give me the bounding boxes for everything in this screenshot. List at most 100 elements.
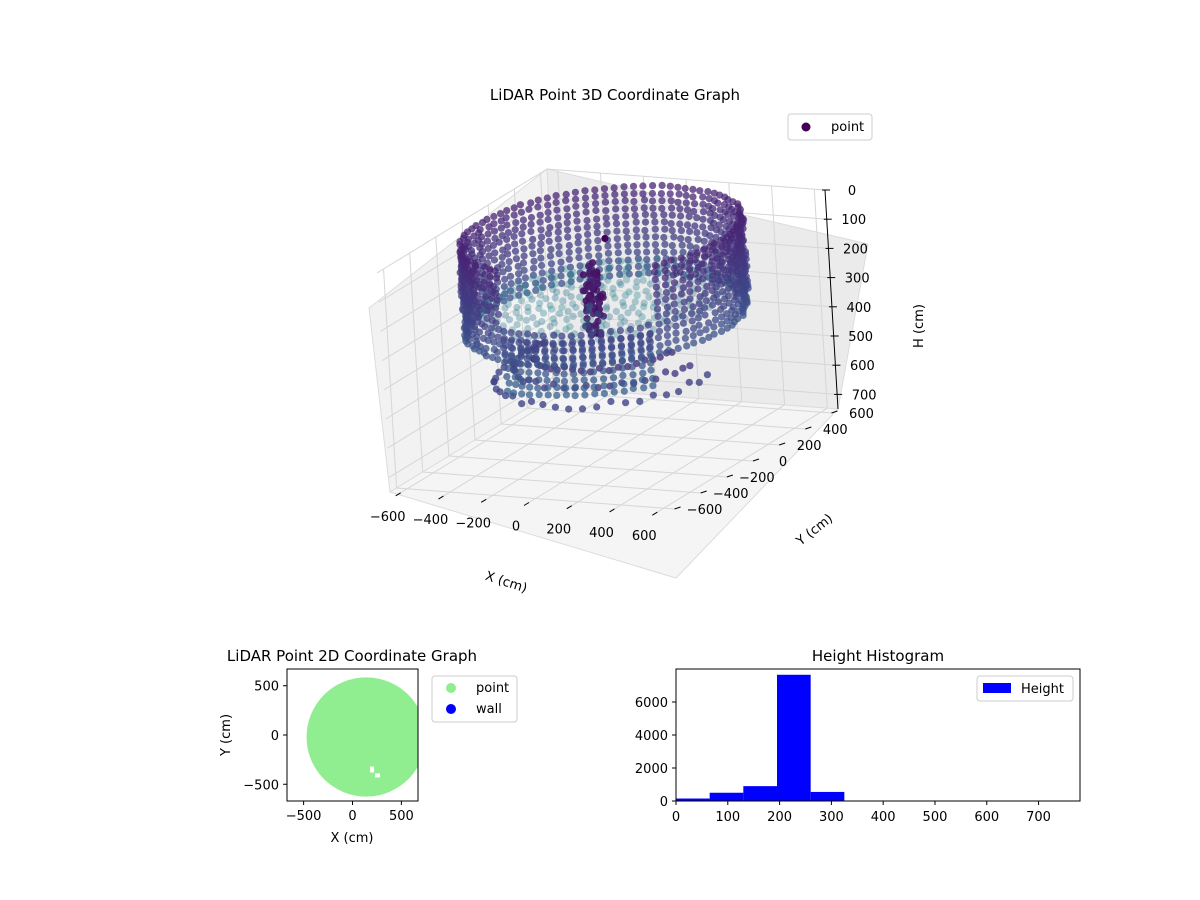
point-3d xyxy=(693,214,701,222)
point-3d xyxy=(521,274,530,282)
point-3d xyxy=(588,353,597,362)
point-3d xyxy=(551,294,559,302)
point-3d xyxy=(633,248,641,256)
point-3d xyxy=(715,221,724,229)
point-3d xyxy=(579,271,588,279)
point-3d xyxy=(561,265,570,273)
point-3d xyxy=(651,268,659,276)
point-3d xyxy=(484,244,492,253)
point-3d xyxy=(655,320,663,328)
point-3d xyxy=(572,303,580,312)
point-3d xyxy=(521,287,529,295)
point-3d xyxy=(515,339,523,347)
point-3d xyxy=(515,277,523,285)
point-3d xyxy=(621,196,629,205)
point-3d xyxy=(680,305,689,313)
point-3d xyxy=(656,342,664,350)
y-tick-label-2d: 0 xyxy=(271,729,279,744)
point-3d xyxy=(584,321,592,329)
x-tick-label-histogram: 400 xyxy=(871,810,896,825)
point-3d xyxy=(530,257,538,265)
point-3d xyxy=(527,397,536,405)
z-tick-label-3d: 400 xyxy=(847,301,872,316)
point-3d xyxy=(595,258,603,266)
point-3d xyxy=(608,351,616,359)
point-3d xyxy=(641,218,650,226)
point-3d xyxy=(623,234,631,242)
point-3d xyxy=(473,292,481,300)
plot-histogram: Height Histogram 0 100 200 300 400 500 600 7000… xyxy=(635,647,1081,825)
point-3d xyxy=(604,249,613,257)
point-3d xyxy=(599,367,607,375)
point-3d xyxy=(516,314,524,322)
point-3d xyxy=(698,336,707,344)
point-3d xyxy=(633,241,641,249)
point-3d xyxy=(578,347,586,355)
point-3d xyxy=(563,226,572,234)
point-3d xyxy=(554,214,562,222)
point-3d xyxy=(557,258,565,266)
point-3d xyxy=(611,190,619,198)
point-3d xyxy=(575,254,583,262)
point-3d xyxy=(679,248,687,256)
point-3d xyxy=(651,225,659,233)
point-3d xyxy=(564,233,572,241)
point-3d xyxy=(512,219,520,227)
point-3d xyxy=(559,297,567,305)
point-3d xyxy=(499,268,507,276)
point-3d xyxy=(711,247,719,255)
point-3d xyxy=(635,309,643,317)
point-3d xyxy=(554,235,562,243)
point-3d xyxy=(671,314,679,323)
point-3d xyxy=(679,276,687,284)
point-3d xyxy=(583,315,591,323)
point-3d xyxy=(636,270,644,278)
point-3d xyxy=(717,305,725,314)
y-tick-label-2d: −500 xyxy=(243,778,279,793)
point-3d xyxy=(490,227,499,235)
point-3d xyxy=(580,384,588,392)
point-3d xyxy=(670,300,678,308)
grid-line-z xyxy=(385,314,834,420)
point-3d xyxy=(653,254,661,263)
y-tick-3d xyxy=(674,506,681,510)
point-3d xyxy=(643,263,651,271)
point-3d xyxy=(679,364,687,372)
point-3d xyxy=(677,261,686,269)
point-3d xyxy=(661,267,669,275)
point-3d xyxy=(611,197,619,206)
point-3d xyxy=(480,278,488,286)
point-3d xyxy=(690,339,698,347)
point-3d xyxy=(632,226,640,234)
point-3d xyxy=(700,267,708,276)
point-3d xyxy=(608,343,616,351)
point-3d xyxy=(610,388,618,396)
point-3d xyxy=(513,321,521,329)
point-3d xyxy=(593,403,601,411)
point-3d xyxy=(603,228,611,236)
point-3d xyxy=(558,332,566,340)
point-3d xyxy=(622,212,630,220)
point-3d xyxy=(524,330,532,338)
point-3d xyxy=(646,343,654,351)
point-3d xyxy=(643,248,651,256)
point-3d xyxy=(706,243,714,251)
point-3d xyxy=(696,187,704,195)
point-3d xyxy=(584,244,592,252)
point-3d xyxy=(651,275,659,284)
point-3d xyxy=(510,366,518,374)
y-tick-label-3d: 600 xyxy=(849,407,874,422)
x-tick-label-3d: 200 xyxy=(546,523,571,538)
point-3d xyxy=(708,257,716,266)
point-3d xyxy=(571,376,579,384)
point-3d xyxy=(519,259,528,267)
point-3d xyxy=(538,269,546,277)
point-3d xyxy=(575,247,583,255)
point-3d xyxy=(546,301,554,310)
point-3d xyxy=(662,295,670,303)
point-3d xyxy=(551,280,560,288)
point-3d xyxy=(633,291,641,299)
point-3d xyxy=(583,223,591,231)
point-3d xyxy=(591,186,599,194)
x-tick-label-3d: 600 xyxy=(632,529,657,544)
